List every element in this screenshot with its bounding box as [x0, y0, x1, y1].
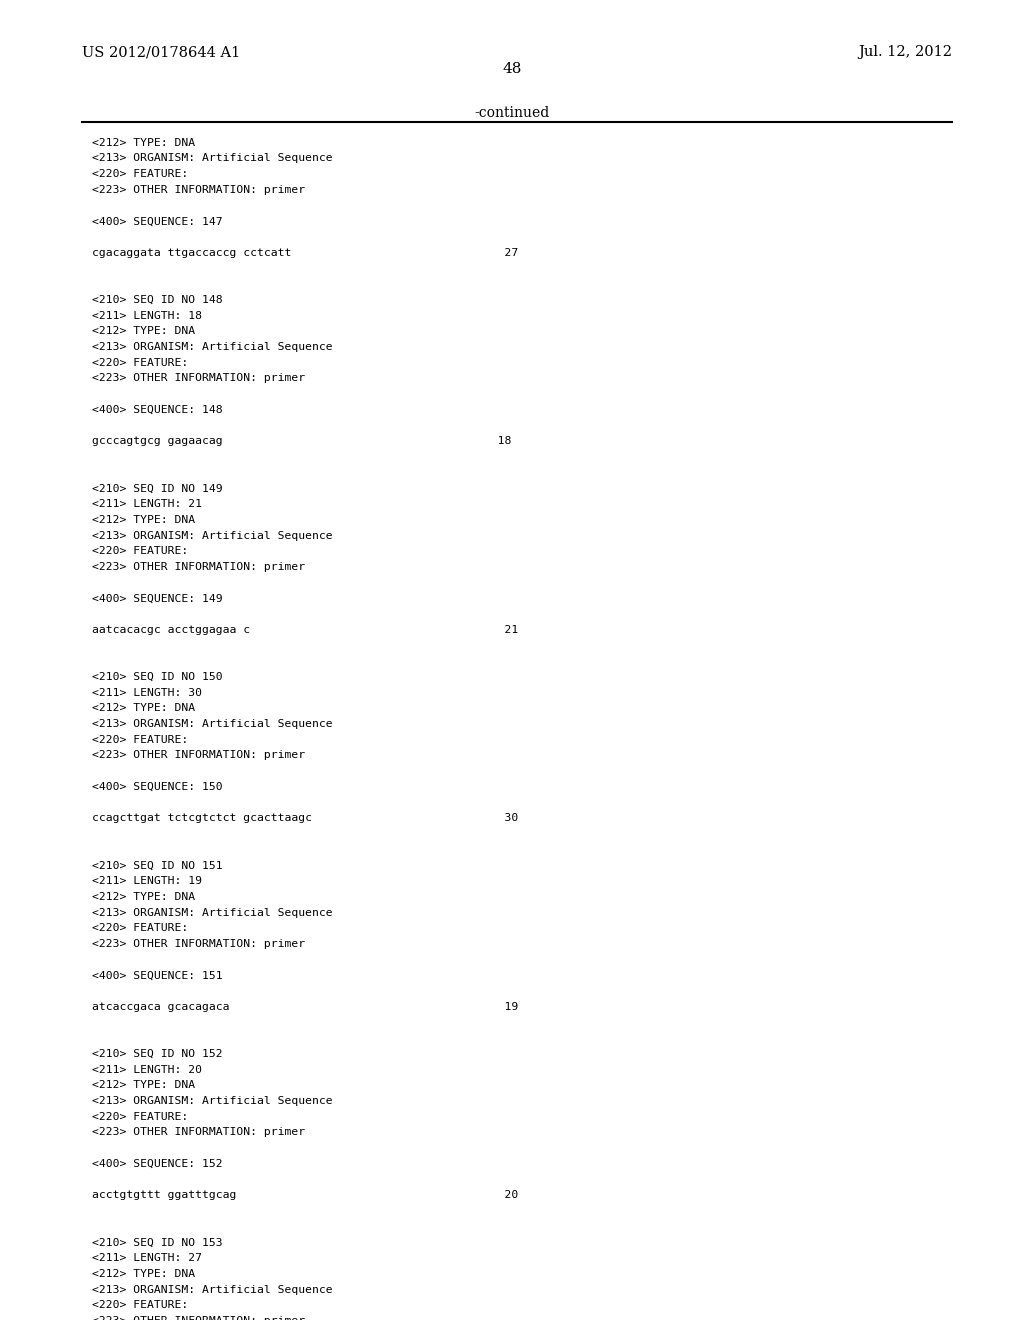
Text: <400> SEQUENCE: 149: <400> SEQUENCE: 149: [92, 594, 223, 603]
Text: ccagcttgat tctcgtctct gcacttaagc                            30: ccagcttgat tctcgtctct gcacttaagc 30: [92, 813, 518, 824]
Text: US 2012/0178644 A1: US 2012/0178644 A1: [82, 45, 241, 59]
Text: -continued: -continued: [474, 106, 550, 120]
Text: <223> OTHER INFORMATION: primer: <223> OTHER INFORMATION: primer: [92, 562, 305, 572]
Text: <220> FEATURE:: <220> FEATURE:: [92, 1111, 188, 1122]
Text: <400> SEQUENCE: 148: <400> SEQUENCE: 148: [92, 405, 223, 414]
Text: <212> TYPE: DNA: <212> TYPE: DNA: [92, 1080, 196, 1090]
Text: <211> LENGTH: 20: <211> LENGTH: 20: [92, 1065, 202, 1074]
Text: <223> OTHER INFORMATION: primer: <223> OTHER INFORMATION: primer: [92, 939, 305, 949]
Text: <211> LENGTH: 21: <211> LENGTH: 21: [92, 499, 202, 510]
Text: <220> FEATURE:: <220> FEATURE:: [92, 1300, 188, 1311]
Text: <212> TYPE: DNA: <212> TYPE: DNA: [92, 1269, 196, 1279]
Text: <213> ORGANISM: Artificial Sequence: <213> ORGANISM: Artificial Sequence: [92, 719, 333, 729]
Text: <400> SEQUENCE: 150: <400> SEQUENCE: 150: [92, 781, 223, 792]
Text: <210> SEQ ID NO 150: <210> SEQ ID NO 150: [92, 672, 223, 682]
Text: <400> SEQUENCE: 151: <400> SEQUENCE: 151: [92, 970, 223, 981]
Text: <210> SEQ ID NO 153: <210> SEQ ID NO 153: [92, 1237, 223, 1247]
Text: <223> OTHER INFORMATION: primer: <223> OTHER INFORMATION: primer: [92, 1127, 305, 1138]
Text: <211> LENGTH: 30: <211> LENGTH: 30: [92, 688, 202, 697]
Text: cgacaggata ttgaccaccg cctcatt                               27: cgacaggata ttgaccaccg cctcatt 27: [92, 248, 518, 257]
Text: <213> ORGANISM: Artificial Sequence: <213> ORGANISM: Artificial Sequence: [92, 153, 333, 164]
Text: <212> TYPE: DNA: <212> TYPE: DNA: [92, 137, 196, 148]
Text: <220> FEATURE:: <220> FEATURE:: [92, 358, 188, 368]
Text: <220> FEATURE:: <220> FEATURE:: [92, 923, 188, 933]
Text: <212> TYPE: DNA: <212> TYPE: DNA: [92, 326, 196, 337]
Text: aatcacacgc acctggagaa c                                     21: aatcacacgc acctggagaa c 21: [92, 624, 518, 635]
Text: <210> SEQ ID NO 151: <210> SEQ ID NO 151: [92, 861, 223, 870]
Text: <220> FEATURE:: <220> FEATURE:: [92, 546, 188, 556]
Text: <211> LENGTH: 27: <211> LENGTH: 27: [92, 1253, 202, 1263]
Text: <210> SEQ ID NO 149: <210> SEQ ID NO 149: [92, 483, 223, 494]
Text: atcaccgaca gcacagaca                                        19: atcaccgaca gcacagaca 19: [92, 1002, 518, 1012]
Text: <400> SEQUENCE: 147: <400> SEQUENCE: 147: [92, 216, 223, 226]
Text: gcccagtgcg gagaacag                                        18: gcccagtgcg gagaacag 18: [92, 436, 512, 446]
Text: <213> ORGANISM: Artificial Sequence: <213> ORGANISM: Artificial Sequence: [92, 531, 333, 540]
Text: <223> OTHER INFORMATION: primer: <223> OTHER INFORMATION: primer: [92, 374, 305, 383]
Text: <210> SEQ ID NO 148: <210> SEQ ID NO 148: [92, 294, 223, 305]
Text: <213> ORGANISM: Artificial Sequence: <213> ORGANISM: Artificial Sequence: [92, 342, 333, 352]
Text: <223> OTHER INFORMATION: primer: <223> OTHER INFORMATION: primer: [92, 185, 305, 195]
Text: <212> TYPE: DNA: <212> TYPE: DNA: [92, 704, 196, 713]
Text: <213> ORGANISM: Artificial Sequence: <213> ORGANISM: Artificial Sequence: [92, 1096, 333, 1106]
Text: <212> TYPE: DNA: <212> TYPE: DNA: [92, 892, 196, 902]
Text: <223> OTHER INFORMATION: primer: <223> OTHER INFORMATION: primer: [92, 1316, 305, 1320]
Text: <400> SEQUENCE: 152: <400> SEQUENCE: 152: [92, 1159, 223, 1170]
Text: acctgtgttt ggatttgcag                                       20: acctgtgttt ggatttgcag 20: [92, 1191, 518, 1200]
Text: <220> FEATURE:: <220> FEATURE:: [92, 169, 188, 180]
Text: <211> LENGTH: 18: <211> LENGTH: 18: [92, 310, 202, 321]
Text: <210> SEQ ID NO 152: <210> SEQ ID NO 152: [92, 1049, 223, 1059]
Text: <212> TYPE: DNA: <212> TYPE: DNA: [92, 515, 196, 525]
Text: Jul. 12, 2012: Jul. 12, 2012: [858, 45, 952, 59]
Text: <213> ORGANISM: Artificial Sequence: <213> ORGANISM: Artificial Sequence: [92, 1284, 333, 1295]
Text: <220> FEATURE:: <220> FEATURE:: [92, 735, 188, 744]
Text: <213> ORGANISM: Artificial Sequence: <213> ORGANISM: Artificial Sequence: [92, 908, 333, 917]
Text: <211> LENGTH: 19: <211> LENGTH: 19: [92, 876, 202, 886]
Text: <223> OTHER INFORMATION: primer: <223> OTHER INFORMATION: primer: [92, 751, 305, 760]
Text: 48: 48: [503, 62, 521, 75]
